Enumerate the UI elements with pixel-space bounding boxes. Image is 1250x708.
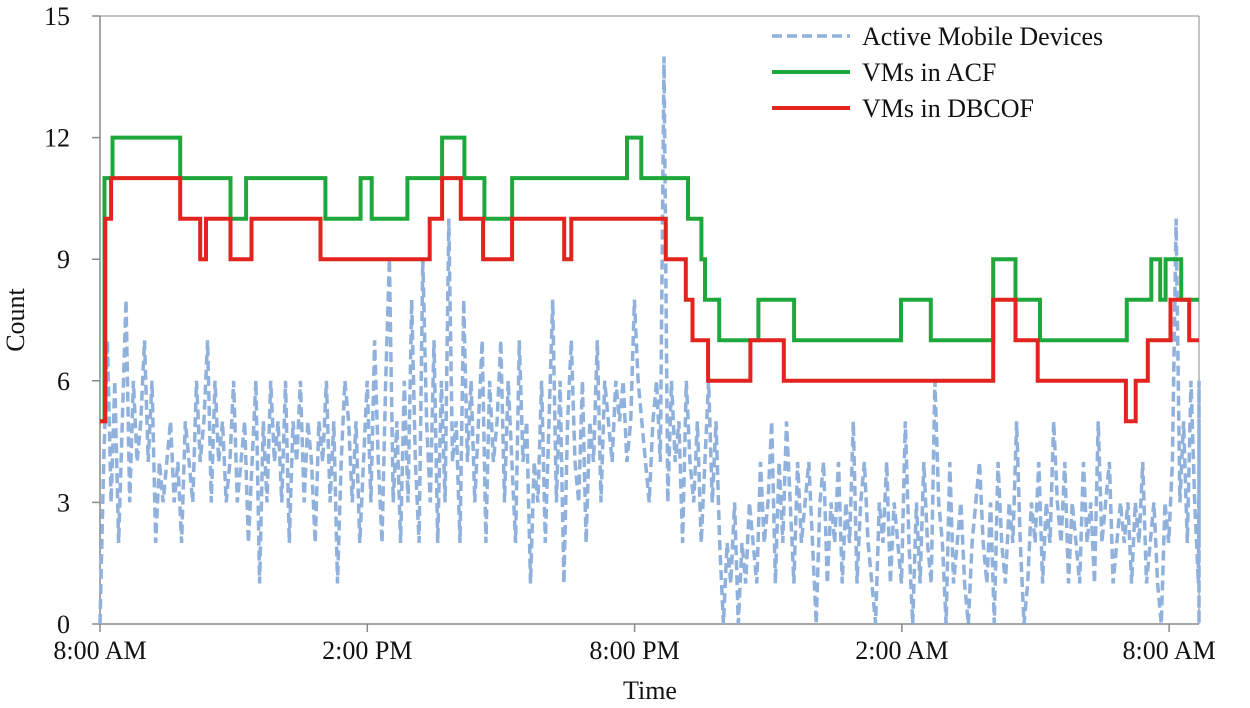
series-lines bbox=[98, 56, 1201, 625]
y-tick-label: 15 bbox=[44, 2, 70, 31]
x-tick-label: 8:00 AM bbox=[1123, 636, 1216, 665]
x-tick-label: 8:00 AM bbox=[53, 636, 146, 665]
y-axis-ticks: 0 3 6 9 12 15 bbox=[44, 2, 100, 639]
y-tick-label: 9 bbox=[57, 245, 70, 274]
legend: Active Mobile Devices VMs in ACF VMs in DB… bbox=[772, 22, 1103, 123]
y-axis-title: Count bbox=[1, 287, 30, 351]
y-tick-label: 3 bbox=[57, 488, 70, 517]
legend-label: VMs in ACF bbox=[862, 58, 996, 87]
y-tick-label: 6 bbox=[57, 367, 70, 396]
x-tick-label: 2:00 AM bbox=[855, 636, 948, 665]
y-tick-label: 12 bbox=[44, 124, 70, 153]
series-line-active-mobile-devices bbox=[98, 56, 1201, 625]
legend-label: Active Mobile Devices bbox=[862, 22, 1103, 51]
series-line-vms-in-acf bbox=[100, 135, 1199, 424]
plot-frame bbox=[99, 15, 1200, 625]
series-line-vms-in-dbcof bbox=[100, 176, 1199, 424]
legend-label: VMs in DBCOF bbox=[862, 94, 1034, 123]
x-axis-title: Time bbox=[623, 676, 677, 705]
x-axis-ticks: 8:00 AM 2:00 PM 8:00 PM 2:00 AM 8:00 AM bbox=[53, 624, 1216, 665]
x-tick-label: 8:00 PM bbox=[589, 636, 679, 665]
y-tick-label: 0 bbox=[57, 610, 70, 639]
x-tick-label: 2:00 PM bbox=[322, 636, 412, 665]
